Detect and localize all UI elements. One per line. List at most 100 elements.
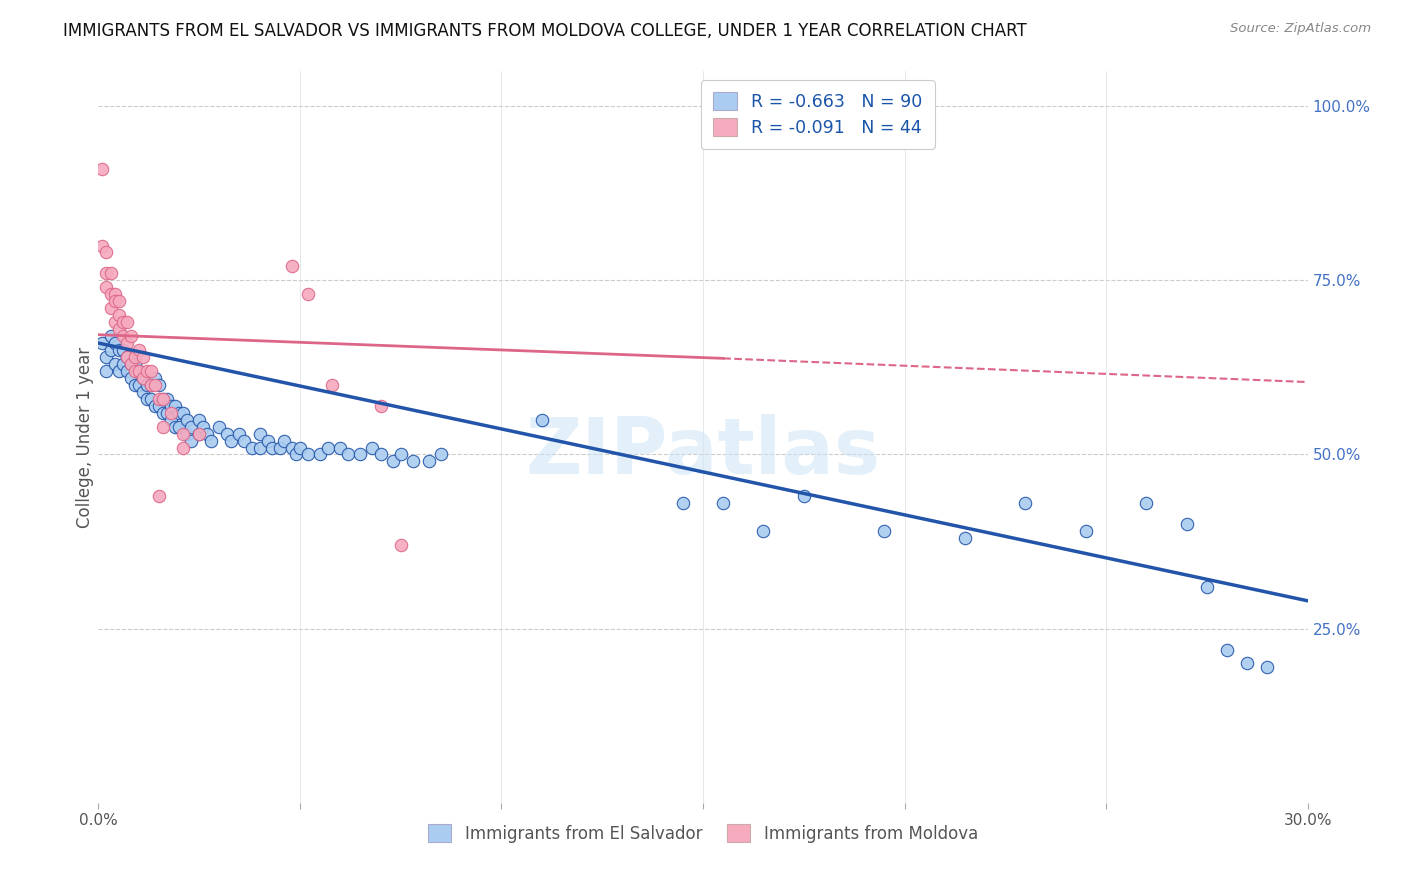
Point: [176, 426, 198, 441]
Point: [281, 441, 304, 455]
Point: [124, 364, 146, 378]
Point: [156, 406, 179, 420]
Point: [152, 406, 174, 420]
Point: [152, 419, 174, 434]
Point: [269, 441, 291, 455]
Point: [111, 357, 134, 371]
Point: [139, 377, 162, 392]
Point: [176, 412, 198, 426]
Point: [1135, 496, 1157, 510]
Point: [143, 399, 166, 413]
Point: [132, 371, 155, 385]
Point: [793, 489, 815, 503]
Point: [430, 448, 453, 462]
Point: [128, 343, 150, 357]
Point: [115, 350, 138, 364]
Point: [329, 441, 352, 455]
Point: [135, 377, 157, 392]
Point: [188, 426, 211, 441]
Point: [180, 434, 202, 448]
Point: [124, 357, 146, 371]
Point: [361, 441, 384, 455]
Point: [1256, 660, 1278, 674]
Point: [120, 357, 142, 371]
Point: [200, 434, 222, 448]
Point: [111, 329, 134, 343]
Point: [132, 350, 155, 364]
Point: [148, 392, 170, 406]
Point: [148, 399, 170, 413]
Point: [309, 448, 332, 462]
Point: [103, 315, 125, 329]
Point: [273, 434, 295, 448]
Point: [195, 426, 218, 441]
Point: [316, 441, 339, 455]
Point: [100, 266, 122, 280]
Point: [180, 419, 202, 434]
Point: [188, 412, 211, 426]
Point: [111, 343, 134, 357]
Point: [103, 357, 125, 371]
Point: [172, 406, 194, 420]
Point: [148, 489, 170, 503]
Point: [381, 454, 404, 468]
Point: [228, 426, 250, 441]
Point: [107, 343, 129, 357]
Point: [1014, 496, 1036, 510]
Point: [163, 399, 186, 413]
Point: [96, 280, 118, 294]
Point: [139, 377, 162, 392]
Point: [156, 392, 179, 406]
Point: [100, 301, 122, 316]
Point: [1074, 524, 1097, 538]
Legend: Immigrants from El Salvador, Immigrants from Moldova: Immigrants from El Salvador, Immigrants …: [422, 818, 984, 849]
Point: [139, 364, 162, 378]
Point: [139, 392, 162, 406]
Point: [115, 364, 138, 378]
Point: [91, 161, 114, 176]
Point: [96, 350, 118, 364]
Point: [120, 357, 142, 371]
Point: [115, 350, 138, 364]
Point: [167, 419, 190, 434]
Point: [100, 287, 122, 301]
Point: [107, 364, 129, 378]
Point: [96, 364, 118, 378]
Point: [115, 315, 138, 329]
Point: [111, 315, 134, 329]
Point: [321, 377, 343, 392]
Text: ZIPatlas: ZIPatlas: [526, 414, 880, 490]
Point: [217, 426, 239, 441]
Point: [96, 245, 118, 260]
Point: [297, 448, 319, 462]
Point: [389, 538, 412, 552]
Point: [124, 377, 146, 392]
Point: [256, 434, 278, 448]
Point: [402, 454, 425, 468]
Point: [281, 260, 304, 274]
Point: [1175, 517, 1198, 532]
Point: [260, 441, 283, 455]
Point: [107, 308, 129, 322]
Point: [188, 426, 211, 441]
Point: [337, 448, 360, 462]
Point: [249, 426, 271, 441]
Point: [103, 336, 125, 351]
Point: [152, 392, 174, 406]
Point: [103, 287, 125, 301]
Point: [672, 496, 695, 510]
Point: [873, 524, 896, 538]
Point: [160, 412, 183, 426]
Text: Source: ZipAtlas.com: Source: ZipAtlas.com: [1230, 22, 1371, 36]
Point: [418, 454, 440, 468]
Point: [711, 496, 734, 510]
Point: [208, 419, 231, 434]
Point: [240, 441, 263, 455]
Point: [160, 406, 183, 420]
Point: [172, 441, 194, 455]
Point: [107, 322, 129, 336]
Point: [1195, 580, 1218, 594]
Point: [91, 336, 114, 351]
Point: [143, 377, 166, 392]
Point: [103, 294, 125, 309]
